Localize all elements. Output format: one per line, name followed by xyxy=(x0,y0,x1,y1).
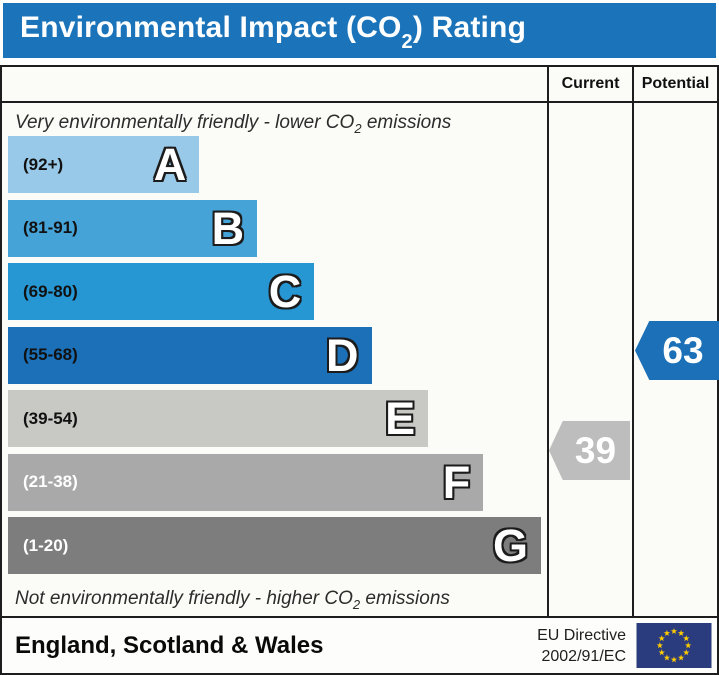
band-g: (1-20) G xyxy=(8,517,541,574)
column-header-current: Current xyxy=(547,67,632,101)
current-rating-arrow: 39 xyxy=(549,421,630,480)
potential-rating-value: 63 xyxy=(662,329,704,371)
column-header-potential: Potential xyxy=(632,67,717,101)
eu-flag-icon xyxy=(636,623,712,668)
band-d: (55-68) D xyxy=(8,326,372,384)
band-e-range: (39-54) xyxy=(23,408,78,428)
page-title: Environmental Impact (CO2) Rating xyxy=(20,11,527,53)
chart-header-row: Current Potential xyxy=(2,67,717,103)
eu-directive-line1: EU Directive xyxy=(537,626,626,644)
rating-chart: Current Potential Very environmentally f… xyxy=(0,65,719,618)
band-b-letter: B xyxy=(211,202,245,254)
band-a-range: (92+) xyxy=(23,154,64,174)
potential-rating-arrow: 63 xyxy=(635,321,719,380)
current-column: 39 xyxy=(547,103,632,616)
chart-title-bar: Environmental Impact (CO2) Rating xyxy=(3,3,716,58)
band-f: (21-38) F xyxy=(8,453,484,511)
chart-body: Very environmentally friendly - lower CO… xyxy=(2,103,719,616)
eu-directive-label: EU Directive 2002/91/EC xyxy=(537,625,636,667)
band-a-letter: A xyxy=(153,139,187,190)
band-e: (39-54) E xyxy=(8,390,429,447)
band-f-letter: F xyxy=(442,456,471,508)
eu-directive-line2: 2002/91/EC xyxy=(541,647,626,665)
region-label: England, Scotland & Wales xyxy=(15,631,324,659)
header-spacer xyxy=(2,67,547,101)
bands-area: Very environmentally friendly - lower CO… xyxy=(2,103,547,616)
band-e-letter: E xyxy=(385,393,416,444)
bottom-note: Not environmentally friendly - higher CO… xyxy=(15,587,450,612)
band-d-letter: D xyxy=(326,329,359,381)
band-a: (92+) A xyxy=(8,136,200,193)
band-g-letter: G xyxy=(492,520,528,571)
band-g-range: (1-20) xyxy=(23,535,69,555)
top-note: Very environmentally friendly - lower CO… xyxy=(15,112,452,136)
potential-column: 63 xyxy=(632,103,719,616)
band-c-letter: C xyxy=(268,266,302,317)
chart-footer: England, Scotland & Wales EU Directive 2… xyxy=(0,616,719,675)
band-d-range: (55-68) xyxy=(23,345,78,364)
band-c-range: (69-80) xyxy=(23,281,78,301)
current-rating-value: 39 xyxy=(574,429,617,471)
band-f-range: (21-38) xyxy=(23,472,78,491)
band-b: (81-91) B xyxy=(8,199,258,257)
band-b-range: (81-91) xyxy=(23,218,78,237)
band-c: (69-80) C xyxy=(8,263,315,320)
